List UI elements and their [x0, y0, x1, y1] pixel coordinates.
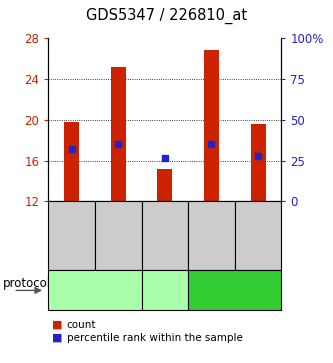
Text: miR-483-5p
overexpression: miR-483-5p overexpression: [62, 281, 128, 300]
Text: miR-483-3
p overexpr
ession: miR-483-3 p overexpr ession: [142, 276, 188, 305]
Text: GSM1233786: GSM1233786: [67, 207, 76, 265]
Bar: [251, 124, 265, 201]
Text: GSM1233788: GSM1233788: [207, 207, 216, 265]
Text: ■: ■: [52, 333, 62, 343]
Bar: [64, 122, 79, 201]
Text: count: count: [67, 320, 96, 330]
Text: GSM1233790: GSM1233790: [160, 207, 169, 265]
Text: ■: ■: [52, 320, 62, 330]
Text: GDS5347 / 226810_at: GDS5347 / 226810_at: [86, 8, 247, 24]
Text: percentile rank within the sample: percentile rank within the sample: [67, 333, 242, 343]
Bar: [111, 67, 126, 201]
Text: control: control: [220, 286, 250, 295]
Text: protocol: protocol: [3, 277, 52, 290]
Text: GSM1233789: GSM1233789: [253, 207, 263, 265]
Text: GSM1233787: GSM1233787: [114, 207, 123, 265]
Bar: [158, 169, 172, 201]
Bar: [204, 50, 219, 201]
